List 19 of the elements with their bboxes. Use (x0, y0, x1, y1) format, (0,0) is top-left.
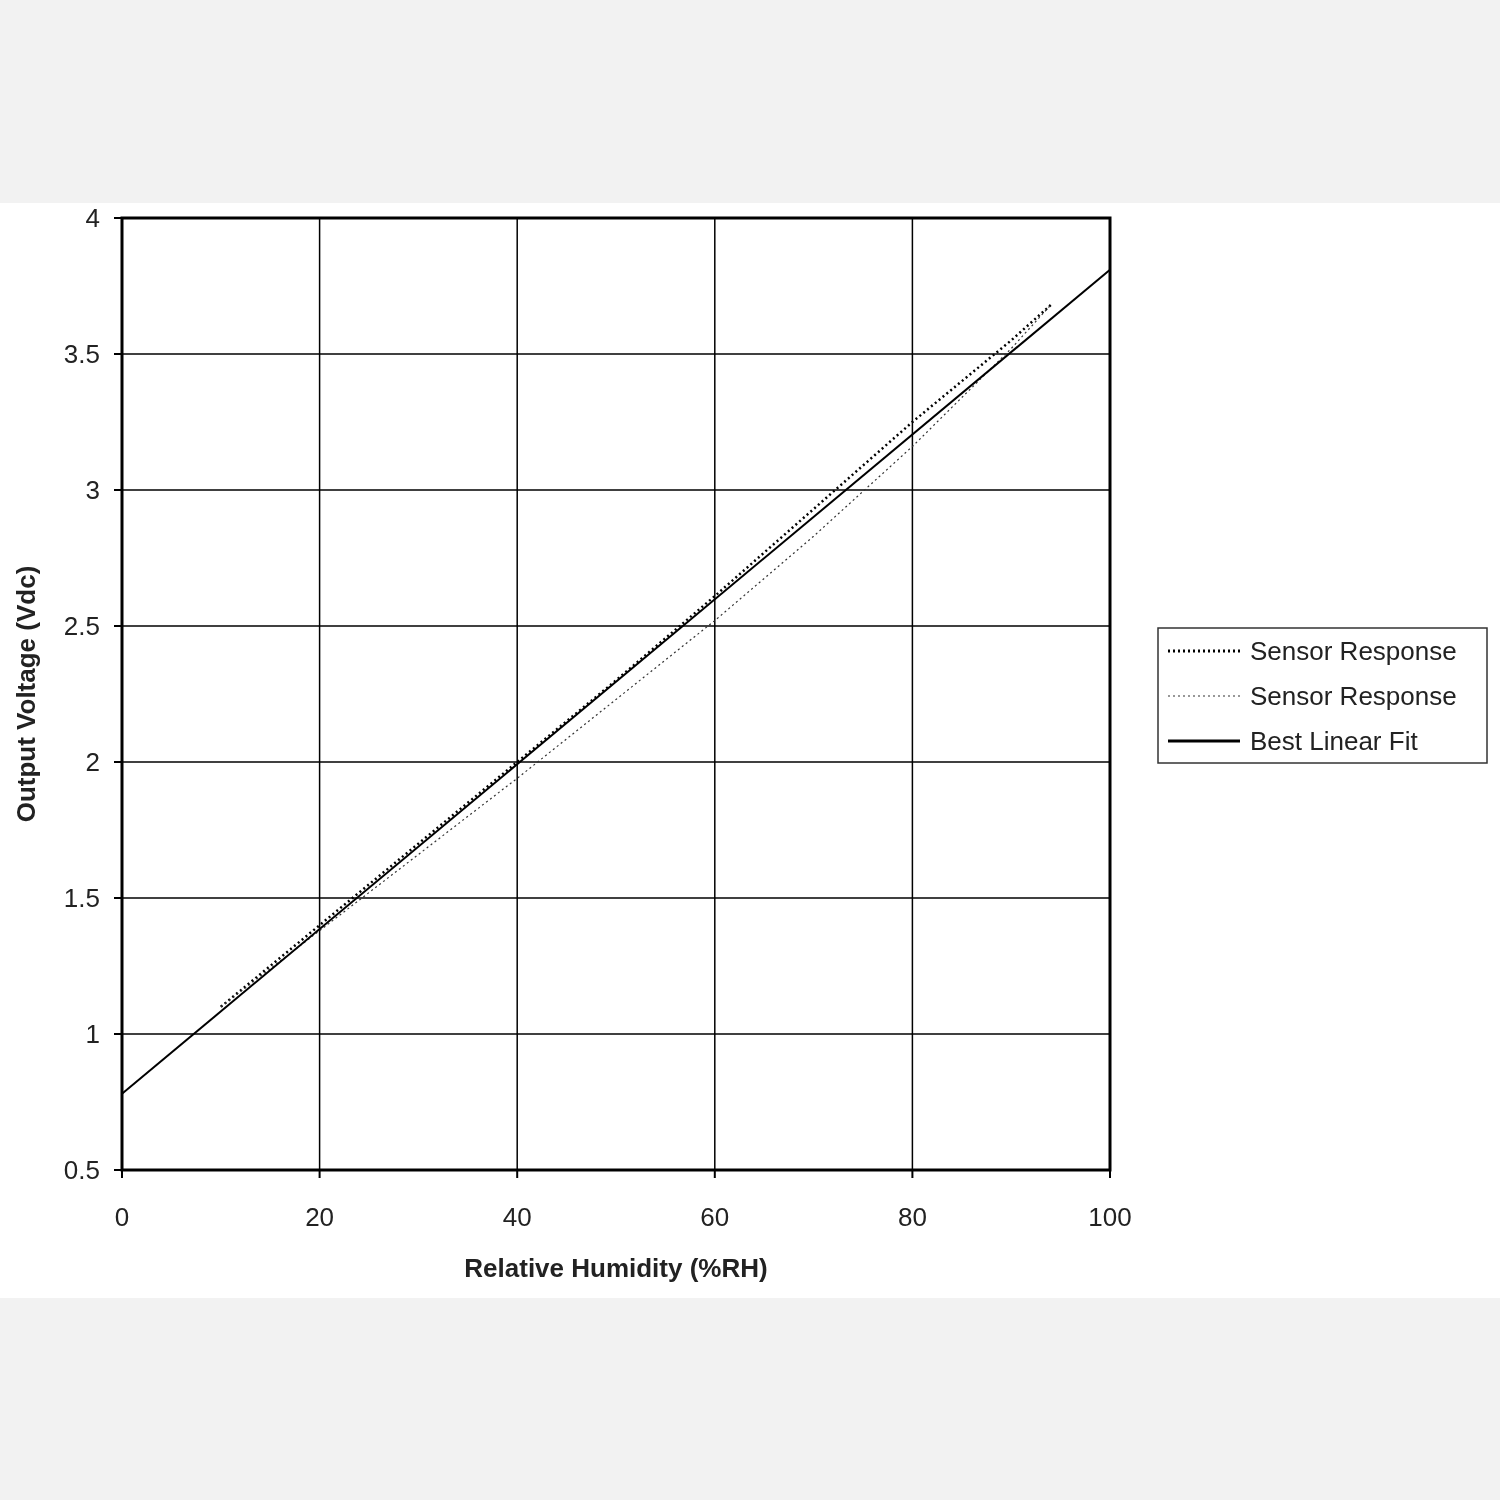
y-tick-label: 0.5 (63, 1155, 100, 1185)
y-tick-label: 1 (85, 1019, 100, 1049)
y-tick-label: 2 (85, 747, 100, 777)
x-tick-label: 60 (700, 1202, 730, 1232)
y-tick-label: 4 (85, 203, 100, 233)
y-tick-label: 2.5 (63, 611, 100, 641)
y-axis-title: Output Voltage (Vdc) (11, 565, 41, 823)
y-tick-label: 3 (85, 475, 100, 505)
legend-label: Sensor Response (1250, 636, 1457, 666)
legend-label: Best Linear Fit (1250, 726, 1419, 756)
x-tick-label: 20 (305, 1202, 335, 1232)
y-tick-label: 3.5 (63, 339, 100, 369)
x-tick-label: 100 (1088, 1202, 1132, 1232)
legend-label: Sensor Response (1250, 681, 1457, 711)
x-tick-label: 40 (502, 1202, 532, 1232)
x-tick-label: 80 (897, 1202, 927, 1232)
y-tick-label: 1.5 (63, 883, 100, 913)
x-tick-label: 0 (114, 1202, 130, 1232)
x-axis-title: Relative Humidity (%RH) (464, 1253, 768, 1283)
